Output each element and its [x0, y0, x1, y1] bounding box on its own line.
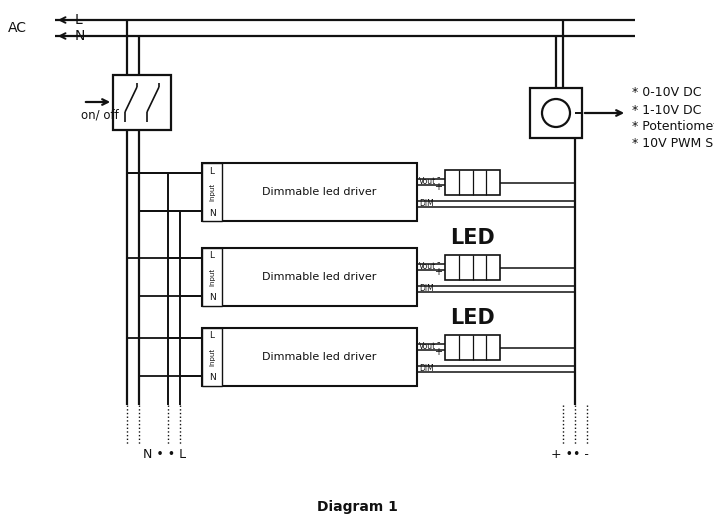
Text: on/ off: on/ off: [81, 108, 119, 121]
Text: L: L: [209, 252, 214, 261]
Bar: [202, 328, 222, 386]
Text: L: L: [209, 332, 214, 340]
Text: * 0-10V DC: * 0-10V DC: [632, 87, 701, 100]
Text: * 1-10V DC: * 1-10V DC: [632, 103, 701, 116]
Text: -: -: [436, 172, 440, 183]
Text: LED: LED: [450, 308, 494, 328]
Text: -: -: [436, 337, 440, 348]
Text: Input: Input: [209, 348, 215, 366]
Text: Input: Input: [209, 268, 215, 286]
Bar: [202, 248, 222, 306]
Text: N • • L: N • • L: [144, 448, 186, 461]
Bar: [445, 255, 500, 280]
Bar: [445, 170, 500, 195]
Bar: [202, 248, 417, 306]
Text: +: +: [434, 347, 442, 357]
Text: Vout: Vout: [419, 262, 436, 271]
Text: DIM: DIM: [419, 199, 433, 208]
Text: * 10V PWM Signal: * 10V PWM Signal: [632, 138, 714, 151]
Text: Dimmable led driver: Dimmable led driver: [262, 272, 376, 282]
Text: N: N: [208, 209, 216, 217]
Text: Vout: Vout: [419, 342, 436, 351]
Text: L: L: [75, 13, 83, 27]
Bar: [445, 335, 500, 360]
Text: L: L: [209, 167, 214, 175]
Text: DIM: DIM: [419, 364, 433, 373]
Bar: [202, 328, 417, 386]
Circle shape: [542, 99, 570, 127]
Text: N: N: [208, 294, 216, 303]
Text: +: +: [434, 267, 442, 277]
Text: +: +: [434, 182, 442, 192]
Text: LED: LED: [450, 228, 494, 248]
Text: Diagram 1: Diagram 1: [316, 500, 398, 514]
Bar: [113, 75, 171, 130]
Text: N: N: [208, 374, 216, 383]
Text: Dimmable led driver: Dimmable led driver: [262, 187, 376, 197]
Text: -: -: [436, 257, 440, 267]
Text: Vout: Vout: [419, 177, 436, 186]
Text: Dimmable led driver: Dimmable led driver: [262, 352, 376, 362]
Bar: [202, 163, 417, 221]
Text: DIM: DIM: [419, 284, 433, 293]
Text: N: N: [75, 29, 86, 43]
Text: Input: Input: [209, 183, 215, 201]
Text: + •• -: + •• -: [551, 448, 589, 461]
Text: * Potentiometer: * Potentiometer: [632, 120, 714, 133]
Bar: [202, 163, 222, 221]
Text: AC: AC: [8, 21, 27, 35]
Bar: [530, 88, 582, 138]
